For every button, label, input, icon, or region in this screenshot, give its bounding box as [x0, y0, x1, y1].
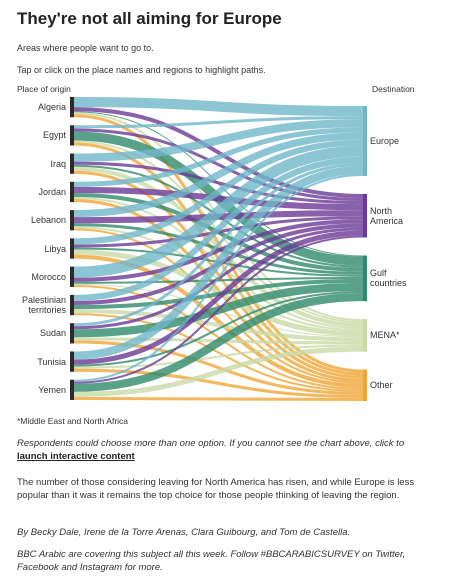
flow	[73, 293, 364, 392]
flow	[73, 173, 364, 382]
flow	[73, 128, 364, 202]
flow	[73, 166, 364, 328]
destination-bar	[363, 369, 367, 401]
flow	[73, 156, 364, 301]
destination-label[interactable]: Other	[370, 380, 393, 391]
links	[73, 96, 364, 402]
origin-bar	[70, 294, 74, 316]
origin-bar	[70, 97, 74, 118]
interactive-link[interactable]: launch interactive content	[17, 451, 135, 462]
origin-bar	[70, 351, 74, 372]
destination-bar	[363, 193, 367, 238]
flow	[73, 346, 364, 397]
flow	[73, 119, 364, 162]
origin-bar	[70, 379, 74, 400]
origin-label[interactable]: Sudan	[39, 328, 66, 339]
origin-bar	[70, 181, 74, 203]
subtitle: Areas where people want to go to.	[17, 43, 154, 53]
flow	[73, 230, 364, 365]
flow	[73, 219, 364, 282]
closing: BBC Arabic are covering this subject all…	[17, 549, 406, 573]
origin-label[interactable]: Tunisia	[37, 356, 66, 367]
flow	[73, 161, 364, 205]
flow	[73, 309, 364, 342]
flow	[73, 235, 364, 384]
flow	[73, 165, 364, 360]
flow	[73, 276, 364, 284]
flow	[73, 96, 364, 117]
origin-bar	[70, 210, 74, 231]
flow	[73, 107, 364, 198]
flow	[73, 132, 364, 218]
flow	[73, 116, 364, 129]
flow	[73, 186, 364, 211]
flow	[73, 396, 364, 402]
flow	[73, 127, 364, 187]
destination-label[interactable]: Gulf countries	[370, 268, 407, 289]
origin-bar	[70, 125, 74, 146]
origin-bar	[70, 153, 74, 174]
destination-label[interactable]: Europe	[370, 135, 400, 146]
origin-bar	[70, 266, 74, 287]
destination-bar	[363, 319, 367, 352]
origin-label[interactable]: Libya	[44, 243, 66, 254]
origin-bar	[70, 238, 74, 259]
note-text: Respondents could choose more than one o…	[17, 438, 405, 449]
instruction: Tap or click on the place names and regi…	[17, 65, 266, 75]
origin-label[interactable]: Iraq	[50, 158, 66, 169]
byline: By Becky Dale, Irene de la Torre Arenas,…	[17, 527, 351, 538]
origin-label[interactable]: Yemen	[38, 384, 66, 395]
flow	[73, 291, 364, 367]
body-text: The number of those considering leaving …	[17, 477, 415, 501]
destination-bar	[363, 106, 367, 176]
destination-label[interactable]: MENA*	[370, 330, 400, 341]
origin-bar	[70, 323, 74, 344]
origin-heading: Place of origin	[17, 84, 71, 94]
origin-label[interactable]: Palestinian territories	[21, 295, 66, 316]
origin-label[interactable]: Morocco	[31, 271, 66, 282]
flow	[73, 278, 364, 310]
flow	[73, 162, 364, 327]
origin-label[interactable]: Egypt	[42, 130, 66, 141]
origin-label[interactable]: Jordan	[38, 186, 66, 197]
footnote: *Middle East and North Africa	[17, 416, 129, 426]
flow	[73, 344, 364, 369]
destination-label[interactable]: North America	[370, 205, 404, 226]
note: Respondents could choose more than one o…	[17, 437, 427, 463]
origin-label[interactable]: Lebanon	[30, 215, 66, 226]
flow	[73, 145, 364, 278]
title: They're not all aiming for Europe	[17, 9, 282, 28]
destination-heading: Destination	[372, 84, 415, 94]
flow	[73, 139, 364, 245]
destination-bar	[363, 255, 367, 302]
origin-label[interactable]: Algeria	[37, 102, 66, 113]
